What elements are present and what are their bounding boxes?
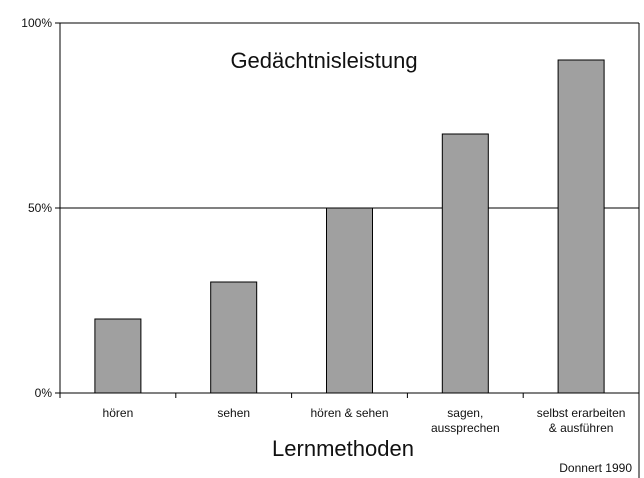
x-ticks bbox=[59, 393, 640, 398]
bar-4 bbox=[557, 59, 605, 394]
source-note: Donnert 1990 bbox=[559, 461, 632, 475]
y-tick-label-2: 100% bbox=[21, 16, 52, 30]
bars bbox=[94, 59, 605, 394]
category-label-2-0: hören & sehen bbox=[310, 406, 388, 420]
category-label-3-0: sagen, bbox=[447, 406, 483, 420]
y-tick-label-0: 0% bbox=[35, 386, 53, 400]
y-ticks: 0% 50% 100% bbox=[21, 16, 60, 400]
bar-1 bbox=[210, 281, 258, 394]
y-tick-label-1: 50% bbox=[28, 201, 52, 215]
category-labels: hören sehen hören & sehen sagen,aussprechen… bbox=[103, 406, 626, 435]
category-label-0-0: hören bbox=[103, 406, 134, 420]
bar-3 bbox=[441, 133, 489, 394]
category-label-4-0: selbst erarbeiten bbox=[537, 406, 626, 420]
x-axis-label: Lernmethoden bbox=[272, 436, 414, 461]
bar-2 bbox=[326, 207, 373, 394]
chart-title: Gedächtnisleistung bbox=[230, 48, 417, 73]
category-label-3-1: aussprechen bbox=[431, 421, 500, 435]
category-label-1-0: sehen bbox=[217, 406, 250, 420]
bar-0 bbox=[94, 318, 142, 394]
category-label-4-1: & ausführen bbox=[549, 421, 614, 435]
